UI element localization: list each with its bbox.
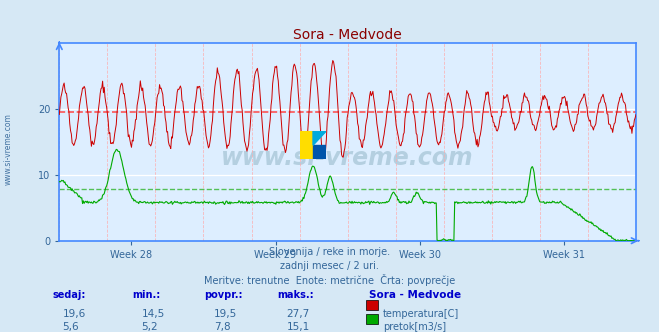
Text: sedaj:: sedaj: <box>53 290 86 300</box>
Text: 5,6: 5,6 <box>63 322 79 332</box>
Text: Sora - Medvode: Sora - Medvode <box>369 290 461 300</box>
Text: 15,1: 15,1 <box>287 322 310 332</box>
Text: 27,7: 27,7 <box>287 309 310 319</box>
Text: pretok[m3/s]: pretok[m3/s] <box>383 322 446 332</box>
Text: Slovenija / reke in morje.: Slovenija / reke in morje. <box>269 247 390 257</box>
Bar <box>313 145 326 159</box>
Text: 14,5: 14,5 <box>142 309 165 319</box>
Text: 19,6: 19,6 <box>63 309 86 319</box>
Text: Meritve: trenutne  Enote: metrične  Črta: povprečje: Meritve: trenutne Enote: metrične Črta: … <box>204 274 455 286</box>
Text: www.si-vreme.com: www.si-vreme.com <box>221 146 474 170</box>
Text: povpr.:: povpr.: <box>204 290 243 300</box>
Text: zadnji mesec / 2 uri.: zadnji mesec / 2 uri. <box>280 261 379 271</box>
Title: Sora - Medvode: Sora - Medvode <box>293 28 402 42</box>
Text: 7,8: 7,8 <box>214 322 231 332</box>
Bar <box>300 131 313 159</box>
Polygon shape <box>313 131 326 145</box>
Text: temperatura[C]: temperatura[C] <box>383 309 459 319</box>
Text: maks.:: maks.: <box>277 290 314 300</box>
Text: 5,2: 5,2 <box>142 322 158 332</box>
Text: 19,5: 19,5 <box>214 309 237 319</box>
Text: min.:: min.: <box>132 290 160 300</box>
Text: www.si-vreme.com: www.si-vreme.com <box>3 114 13 185</box>
